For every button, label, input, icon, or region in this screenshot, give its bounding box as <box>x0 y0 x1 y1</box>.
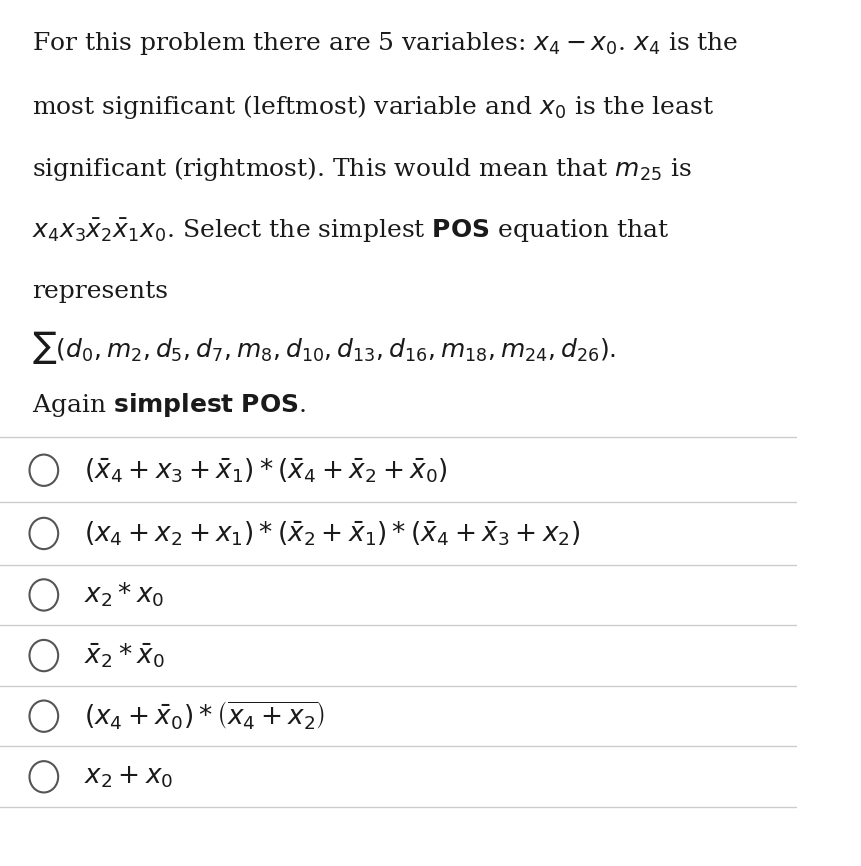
Text: $x_2 * x_0$: $x_2 * x_0$ <box>84 581 164 609</box>
Text: $x_2 + x_0$: $x_2 + x_0$ <box>84 764 173 790</box>
Text: $\left(x_4 + \bar{x}_0\right) * \left(\overline{x_4 + x_2}\right)$: $\left(x_4 + \bar{x}_0\right) * \left(\o… <box>84 700 325 733</box>
Text: significant (rightmost). This would mean that $m_{25}$ is: significant (rightmost). This would mean… <box>32 155 691 183</box>
Text: represents: represents <box>32 280 168 303</box>
Text: $\left(x_4 + x_2 + x_1\right) * \left(\bar{x}_2 + \bar{x}_1\right) * \left(\bar{: $\left(x_4 + x_2 + x_1\right) * \left(\b… <box>84 519 579 548</box>
Text: $\left(\bar{x}_4 + x_3 + \bar{x}_1\right) * \left(\bar{x}_4 + \bar{x}_2 + \bar{x: $\left(\bar{x}_4 + x_3 + \bar{x}_1\right… <box>84 456 447 485</box>
Text: For this problem there are 5 variables: $x_4 - x_0$. $x_4$ is the: For this problem there are 5 variables: … <box>32 30 738 57</box>
Text: $\bar{x}_2 * \bar{x}_0$: $\bar{x}_2 * \bar{x}_0$ <box>84 641 164 670</box>
Text: most significant (leftmost) variable and $x_0$ is the least: most significant (leftmost) variable and… <box>32 93 713 120</box>
Text: $x_4 x_3 \bar{x}_2 \bar{x}_1 x_0$. Select the simplest $\mathbf{POS}$ equation t: $x_4 x_3 \bar{x}_2 \bar{x}_1 x_0$. Selec… <box>32 217 668 245</box>
Text: Again $\mathbf{simplest\ POS}$.: Again $\mathbf{simplest\ POS}$. <box>32 391 306 419</box>
Text: $\sum\left(d_0, m_2, d_5, d_7, m_8, d_{10}, d_{13}, d_{16}, m_{18}, m_{24}, d_{2: $\sum\left(d_0, m_2, d_5, d_7, m_8, d_{1… <box>32 329 616 366</box>
